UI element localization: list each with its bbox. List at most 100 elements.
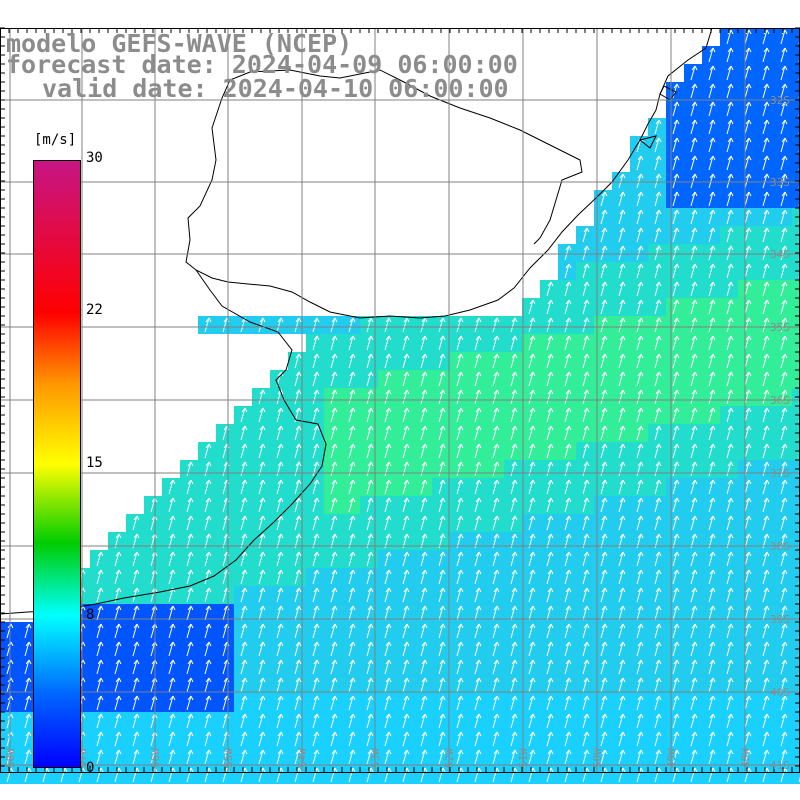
wind-arrow <box>708 137 716 153</box>
wind-arrow <box>528 515 536 531</box>
wind-arrow <box>708 749 716 765</box>
wind-arrow <box>546 587 554 603</box>
wind-arrow <box>132 731 140 747</box>
wind-arrow <box>690 587 698 603</box>
wind-arrow <box>546 605 554 621</box>
wind-arrow <box>456 641 464 657</box>
wind-arrow <box>186 515 194 531</box>
wind-arrow <box>330 713 338 729</box>
wind-arrow <box>168 641 176 657</box>
wind-arrow <box>456 569 464 585</box>
wind-arrow <box>258 677 266 693</box>
wind-arrow <box>654 281 662 297</box>
wind-arrow <box>312 749 320 765</box>
wind-arrow <box>366 425 374 441</box>
wind-arrow <box>402 497 410 513</box>
wind-arrow <box>510 335 518 351</box>
wind-arrow <box>618 605 626 621</box>
wind-arrow <box>348 695 356 711</box>
wind-arrow <box>582 551 590 567</box>
wind-arrow <box>600 299 608 315</box>
wind-arrow <box>708 713 716 729</box>
wind-arrow <box>780 623 788 639</box>
wind-arrow <box>168 713 176 729</box>
wind-arrow <box>312 677 320 693</box>
wind-arrow <box>348 587 356 603</box>
wind-arrow <box>384 317 392 333</box>
wind-arrow <box>546 461 554 477</box>
wind-arrow <box>654 497 662 513</box>
wind-arrow <box>402 587 410 603</box>
wind-arrow <box>96 587 104 603</box>
wind-arrow <box>114 749 122 765</box>
wind-arrow <box>456 443 464 459</box>
wind-arrow <box>564 677 572 693</box>
wind-arrow <box>420 425 428 441</box>
wind-arrow <box>186 641 194 657</box>
wind-arrow <box>438 335 446 351</box>
wind-arrow <box>186 497 194 513</box>
wind-arrow <box>96 731 104 747</box>
wind-arrow <box>708 677 716 693</box>
wind-arrow <box>24 659 32 675</box>
lat-label: 40S <box>770 686 790 699</box>
wind-arrow <box>204 443 212 459</box>
wind-arrow <box>618 443 626 459</box>
wind-arrow <box>582 461 590 477</box>
wind-arrow <box>402 659 410 675</box>
wind-arrow <box>420 749 428 765</box>
wind-arrow <box>348 677 356 693</box>
wind-arrow <box>546 641 554 657</box>
wind-arrow <box>636 443 644 459</box>
wind-arrow <box>636 641 644 657</box>
wind-arrow <box>132 623 140 639</box>
wind-arrow <box>528 407 536 423</box>
wind-arrow <box>744 497 752 513</box>
wind-arrow <box>348 515 356 531</box>
wind-arrow <box>690 461 698 477</box>
wind-arrow <box>546 713 554 729</box>
wind-arrow <box>582 299 590 315</box>
wind-arrow <box>582 749 590 765</box>
wind-arrow <box>618 551 626 567</box>
wind-arrow <box>330 317 338 333</box>
wind-arrow <box>708 83 716 99</box>
wind-arrow <box>708 569 716 585</box>
wind-arrow <box>600 623 608 639</box>
wind-arrow <box>672 695 680 711</box>
wind-arrow <box>366 641 374 657</box>
wind-arrow <box>654 407 662 423</box>
wind-arrow <box>672 335 680 351</box>
wind-arrow <box>672 263 680 279</box>
wind-arrow <box>582 515 590 531</box>
wind-arrow <box>366 389 374 405</box>
wind-arrow <box>672 137 680 153</box>
wind-arrow <box>654 587 662 603</box>
wind-arrow <box>654 191 662 207</box>
wind-arrow <box>114 695 122 711</box>
wind-arrow <box>456 371 464 387</box>
wind-arrow <box>636 425 644 441</box>
wind-arrow <box>474 749 482 765</box>
wind-arrow <box>456 425 464 441</box>
wind-arrow <box>114 713 122 729</box>
wind-arrow <box>780 461 788 477</box>
wind-arrow <box>546 317 554 333</box>
wind-arrow <box>96 569 104 585</box>
wind-arrow <box>384 659 392 675</box>
wind-arrow <box>258 713 266 729</box>
wind-arrow <box>600 389 608 405</box>
wind-arrow <box>474 587 482 603</box>
wind-arrow <box>654 245 662 261</box>
wind-arrow <box>294 551 302 567</box>
wind-arrow <box>780 443 788 459</box>
wind-arrow <box>654 569 662 585</box>
wind-arrow <box>366 695 374 711</box>
wind-arrow <box>564 623 572 639</box>
wind-arrow <box>600 335 608 351</box>
wind-arrow <box>204 659 212 675</box>
wind-arrow <box>204 497 212 513</box>
wind-arrow <box>672 227 680 243</box>
wind-arrow <box>672 317 680 333</box>
